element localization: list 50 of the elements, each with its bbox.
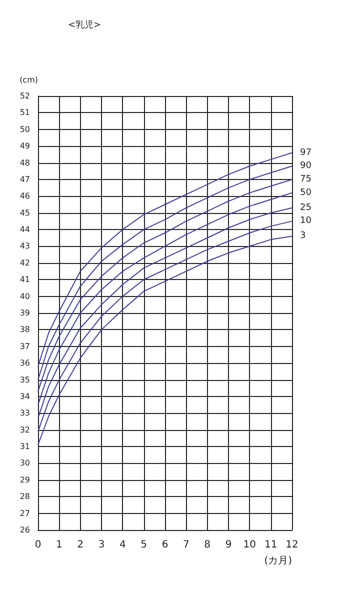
series-label: 10 [300, 216, 312, 226]
x-tick-label: 10 [243, 540, 256, 550]
y-tick-label: 47 [20, 174, 30, 184]
y-tick-label: 38 [20, 325, 30, 334]
y-tick-label: 42 [20, 258, 30, 268]
y-tick-label: 41 [20, 275, 30, 284]
y-axis-title: (cm) [20, 76, 38, 84]
x-tick-label: 3 [98, 540, 105, 550]
x-tick-label: 12 [286, 540, 298, 550]
x-tick-label: 0 [34, 540, 42, 550]
x-tick-label: 8 [204, 540, 211, 550]
series-label: 97 [300, 148, 312, 158]
y-tick-label: 37 [20, 342, 30, 351]
x-axis-title: (カ月) [264, 556, 292, 566]
y-tick-label: 31 [20, 442, 30, 452]
y-tick-label: 45 [20, 208, 30, 218]
series-label: 75 [300, 174, 312, 184]
series-label: 90 [300, 161, 312, 172]
x-tick-label: 11 [264, 540, 278, 550]
x-tick-label: 7 [182, 540, 190, 550]
y-tick-label: 27 [20, 508, 30, 518]
x-tick-label: 9 [225, 540, 232, 550]
y-tick-label: 34 [20, 392, 30, 401]
y-tick-label: 44 [20, 225, 30, 234]
y-tick-label: 28 [20, 492, 30, 502]
series-label: 3 [300, 231, 306, 242]
y-tick-label: 29 [20, 475, 30, 484]
x-tick-label: 4 [119, 540, 126, 550]
y-tick-label: 36 [20, 358, 30, 368]
x-tick-label: 1 [56, 540, 62, 550]
series-label: 25 [300, 202, 312, 213]
y-tick-label: 32 [20, 425, 30, 434]
y-tick-label: 52 [20, 92, 30, 100]
x-tick-label: 6 [162, 540, 168, 550]
y-tick-label: 39 [20, 308, 30, 318]
y-tick-label: 26 [20, 526, 30, 534]
y-tick-label: 50 [20, 124, 30, 134]
y-tick-label: 46 [20, 192, 30, 201]
y-tick-label: 48 [20, 158, 30, 168]
y-tick-label: 30 [20, 458, 30, 468]
x-tick-label: 5 [140, 540, 148, 550]
y-tick-label: 43 [20, 242, 30, 251]
x-tick-label: 2 [77, 540, 84, 550]
series-label: 50 [300, 188, 312, 198]
y-tick-label: 33 [20, 408, 30, 418]
y-tick-label: 49 [20, 142, 30, 151]
chart-title: <乳児> [68, 20, 102, 30]
y-tick-label: 51 [20, 108, 30, 118]
y-tick-label: 35 [20, 375, 30, 384]
y-tick-label: 40 [20, 292, 30, 301]
